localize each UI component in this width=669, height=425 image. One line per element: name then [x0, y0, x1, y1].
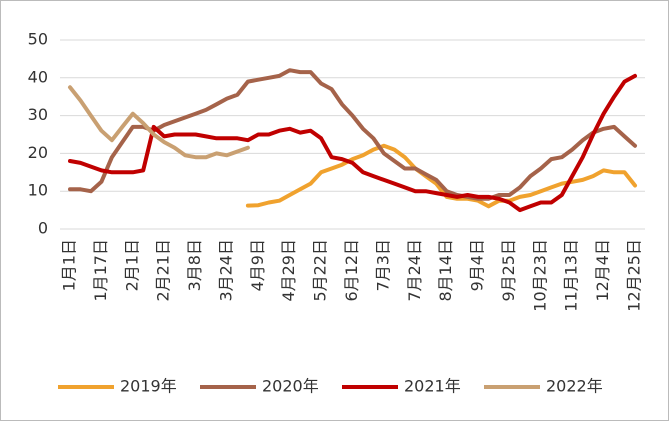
legend-label: 2021年 [404, 377, 461, 396]
series-line [68, 85, 250, 160]
x-tick-label: 1月1日 [60, 239, 79, 291]
x-tick-label: 8月14日 [436, 239, 455, 302]
y-tick-label: 30 [28, 105, 48, 124]
y-tick-label: 10 [28, 181, 48, 200]
x-tick-label: 12月4日 [593, 239, 612, 302]
series-line [68, 68, 637, 201]
x-tick-label: 2月21日 [154, 239, 173, 302]
legend-label: 2019年 [120, 377, 177, 396]
x-tick-label: 2月1日 [122, 239, 141, 291]
x-tick-label: 12月25日 [625, 239, 644, 312]
x-tick-label: 7月3日 [373, 239, 392, 291]
series-line [68, 73, 637, 213]
x-tick-label: 4月9日 [248, 239, 267, 291]
y-tick-label: 40 [28, 67, 48, 86]
x-tick-label: 9月25日 [499, 239, 518, 302]
x-tick-label: 1月17日 [91, 239, 110, 302]
x-tick-label: 11月13日 [562, 239, 581, 312]
legend-label: 2022年 [546, 377, 603, 396]
legend-label: 2020年 [262, 377, 319, 396]
x-tick-label: 3月8日 [185, 239, 204, 291]
x-tick-label: 4月29日 [279, 239, 298, 302]
x-tick-label: 9月4日 [468, 239, 487, 291]
x-tick-label: 5月22日 [311, 239, 330, 302]
y-tick-label: 20 [28, 143, 48, 162]
x-tick-label: 6月12日 [342, 239, 361, 302]
x-tick-label: 7月24日 [405, 239, 424, 302]
y-tick-label: 0 [38, 219, 48, 238]
x-tick-label: 3月24日 [216, 239, 235, 302]
y-tick-label: 50 [28, 30, 48, 49]
x-tick-label: 10月23日 [530, 239, 549, 312]
